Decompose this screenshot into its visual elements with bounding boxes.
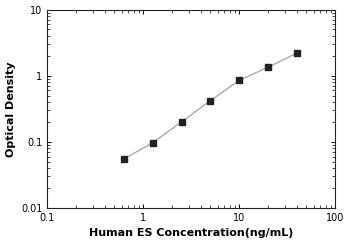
X-axis label: Human ES Concentration(ng/mL): Human ES Concentration(ng/mL)	[89, 228, 294, 238]
Y-axis label: Optical Density: Optical Density	[6, 61, 15, 157]
